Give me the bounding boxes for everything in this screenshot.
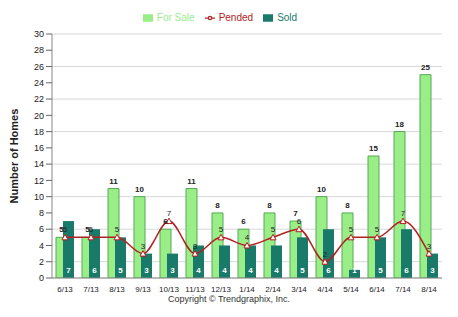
svg-text:8: 8 bbox=[345, 201, 350, 210]
svg-text:26: 26 bbox=[34, 62, 44, 72]
svg-text:2: 2 bbox=[39, 257, 44, 267]
svg-text:9/13: 9/13 bbox=[135, 285, 151, 294]
svg-text:6: 6 bbox=[297, 217, 302, 226]
svg-text:5: 5 bbox=[219, 225, 224, 234]
svg-text:5: 5 bbox=[349, 225, 354, 234]
svg-text:5: 5 bbox=[85, 225, 90, 235]
svg-text:10/13: 10/13 bbox=[159, 285, 180, 294]
svg-text:8/14: 8/14 bbox=[421, 285, 437, 294]
svg-text:5: 5 bbox=[300, 266, 305, 275]
svg-text:3: 3 bbox=[427, 242, 432, 251]
svg-text:8: 8 bbox=[215, 201, 220, 210]
svg-text:7: 7 bbox=[401, 209, 406, 218]
svg-text:10: 10 bbox=[135, 185, 144, 194]
svg-text:10: 10 bbox=[317, 185, 326, 194]
svg-text:18: 18 bbox=[34, 127, 44, 137]
svg-text:7: 7 bbox=[66, 266, 71, 275]
svg-text:30: 30 bbox=[34, 29, 44, 39]
svg-text:8/13: 8/13 bbox=[109, 285, 125, 294]
svg-text:8: 8 bbox=[39, 208, 44, 218]
svg-text:4: 4 bbox=[196, 266, 201, 275]
svg-text:1/14: 1/14 bbox=[239, 285, 255, 294]
svg-text:6: 6 bbox=[404, 266, 409, 275]
svg-text:7: 7 bbox=[167, 209, 172, 218]
svg-text:8: 8 bbox=[267, 201, 272, 210]
svg-text:7: 7 bbox=[293, 209, 298, 219]
svg-text:4: 4 bbox=[39, 241, 44, 251]
svg-text:6/14: 6/14 bbox=[369, 285, 385, 294]
svg-text:4: 4 bbox=[222, 266, 227, 275]
svg-text:6: 6 bbox=[326, 266, 331, 275]
svg-text:5: 5 bbox=[63, 225, 68, 234]
svg-text:28: 28 bbox=[34, 45, 44, 55]
svg-text:5: 5 bbox=[271, 225, 276, 234]
svg-text:3/14: 3/14 bbox=[291, 285, 307, 294]
svg-text:2/14: 2/14 bbox=[265, 285, 281, 294]
svg-text:16: 16 bbox=[34, 143, 44, 153]
svg-text:5/14: 5/14 bbox=[343, 285, 359, 294]
svg-text:22: 22 bbox=[34, 94, 44, 104]
svg-text:1: 1 bbox=[352, 266, 357, 275]
svg-text:24: 24 bbox=[34, 78, 44, 88]
svg-text:14: 14 bbox=[34, 159, 44, 169]
svg-text:18: 18 bbox=[395, 120, 404, 129]
html-text:For Sale: For Sale bbox=[156, 12, 195, 23]
svg-text:5: 5 bbox=[59, 225, 64, 235]
svg-text:12: 12 bbox=[34, 176, 44, 186]
svg-text:11: 11 bbox=[187, 177, 196, 186]
svg-text:6/13: 6/13 bbox=[57, 285, 73, 294]
svg-text:5: 5 bbox=[89, 225, 94, 234]
html-text:Sold: Sold bbox=[277, 12, 298, 23]
svg-text:7/13: 7/13 bbox=[83, 285, 99, 294]
svg-text:7/14: 7/14 bbox=[395, 285, 411, 294]
svg-text:4: 4 bbox=[274, 266, 279, 275]
svg-text:12/13: 12/13 bbox=[211, 285, 232, 294]
svg-text:Number of Homes: Number of Homes bbox=[8, 109, 20, 204]
svg-text:15: 15 bbox=[369, 144, 378, 153]
svg-text:3: 3 bbox=[430, 266, 435, 275]
svg-text:3: 3 bbox=[170, 266, 175, 275]
svg-text:5: 5 bbox=[378, 266, 383, 275]
svg-text:3: 3 bbox=[193, 242, 198, 251]
svg-text:3: 3 bbox=[141, 242, 146, 251]
svg-text:25: 25 bbox=[421, 63, 430, 72]
html-text:Copyright © Trendgraphix, Inc.: Copyright © Trendgraphix, Inc. bbox=[167, 294, 291, 304]
svg-text:4: 4 bbox=[245, 233, 250, 242]
svg-text:5: 5 bbox=[375, 225, 380, 234]
svg-text:4: 4 bbox=[248, 266, 253, 275]
svg-text:11/13: 11/13 bbox=[185, 285, 205, 294]
svg-text:5: 5 bbox=[118, 266, 123, 275]
svg-text:2: 2 bbox=[323, 250, 328, 259]
svg-text:11: 11 bbox=[109, 177, 118, 186]
svg-text:4/14: 4/14 bbox=[317, 285, 333, 294]
svg-text:6: 6 bbox=[39, 224, 44, 234]
svg-text:20: 20 bbox=[34, 111, 44, 121]
svg-text:6: 6 bbox=[92, 266, 97, 275]
svg-text:6: 6 bbox=[241, 217, 246, 226]
svg-text:0: 0 bbox=[39, 273, 44, 283]
html-text:Pended: Pended bbox=[218, 12, 254, 23]
svg-text:10: 10 bbox=[34, 192, 44, 202]
svg-text:6: 6 bbox=[163, 217, 168, 226]
svg-text:3: 3 bbox=[144, 266, 149, 275]
svg-text:5: 5 bbox=[115, 225, 120, 234]
